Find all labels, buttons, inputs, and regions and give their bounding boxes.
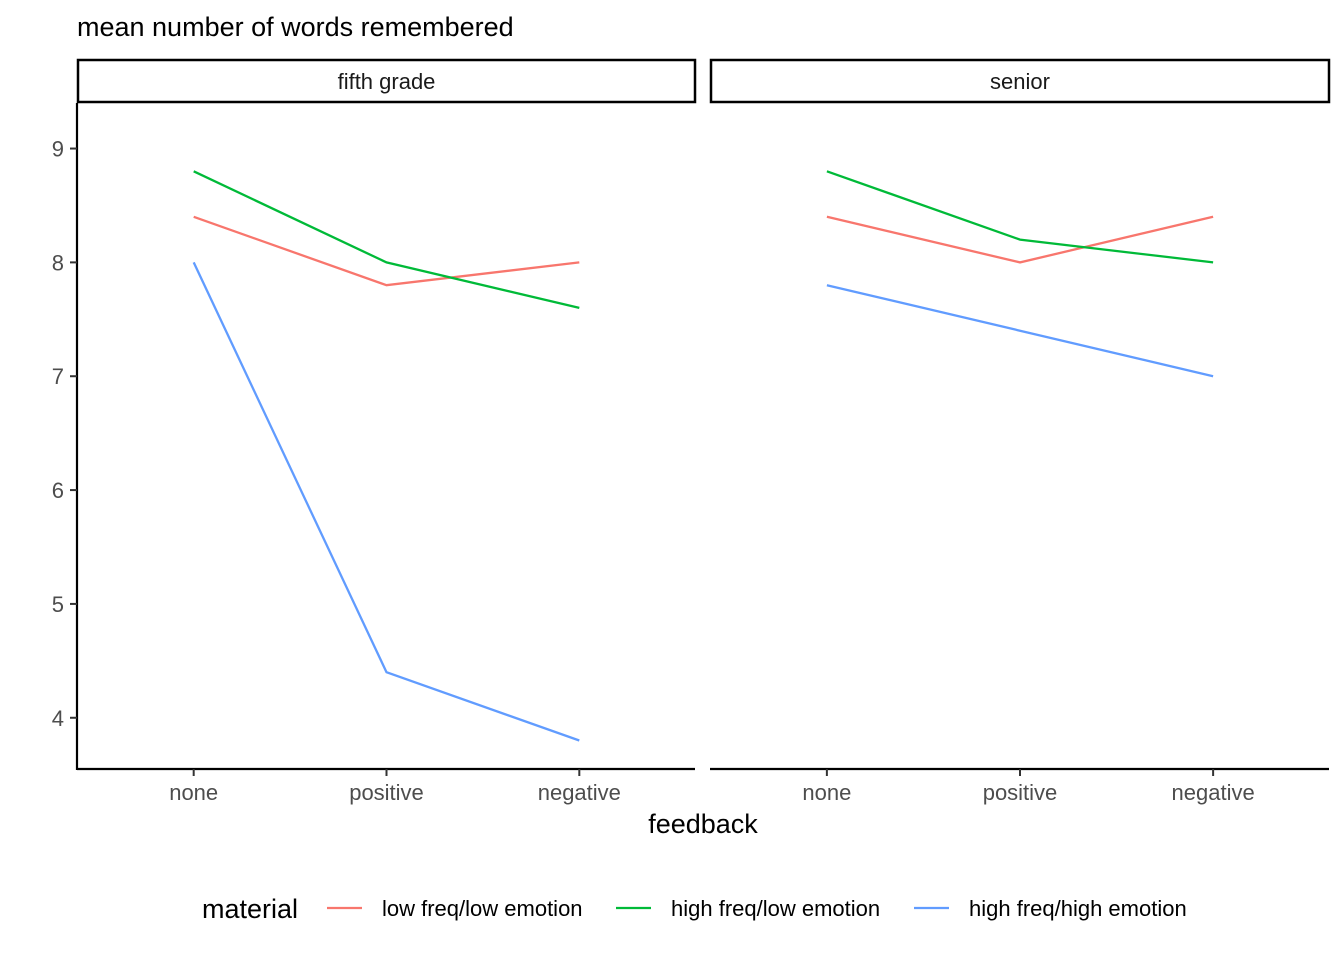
y-tick-label: 8	[52, 250, 64, 275]
panel-0: fifth grade none positive negative	[76, 58, 697, 805]
legend-item: high freq/low emotion	[616, 896, 880, 921]
y-tick-label: 7	[52, 364, 64, 389]
x-tick-label: positive	[983, 780, 1058, 805]
x-tick-label: none	[169, 780, 218, 805]
series-line	[826, 284, 1214, 378]
x-tick-label: negative	[1172, 780, 1255, 805]
legend-item: low freq/low emotion	[327, 896, 583, 921]
y-tick-label: 6	[52, 478, 64, 503]
legend-item: high freq/high emotion	[914, 896, 1187, 921]
legend-label: low freq/low emotion	[382, 896, 583, 921]
x-axis-title: feedback	[648, 809, 758, 839]
strip-box	[709, 58, 1331, 104]
strip-label: senior	[990, 69, 1050, 94]
x-tick-label: none	[802, 780, 851, 805]
legend-label: high freq/high emotion	[969, 896, 1187, 921]
series-line	[193, 215, 580, 287]
y-tick-label: 9	[52, 137, 64, 162]
y-tick-label: 5	[52, 592, 64, 617]
series-line	[826, 170, 1214, 264]
strip-label: fifth grade	[338, 69, 436, 94]
series-line	[193, 170, 580, 310]
series-line	[826, 215, 1214, 264]
legend-title: material	[202, 894, 298, 924]
panel-1: senior none positive negative	[709, 58, 1331, 805]
x-tick-label: negative	[538, 780, 621, 805]
legend: material low freq/low emotion high freq/lo…	[202, 894, 1187, 924]
strip-box	[76, 58, 697, 104]
x-tick-label: positive	[349, 780, 424, 805]
y-tick-label: 4	[52, 706, 64, 731]
series-line	[192, 261, 580, 742]
facet-panels: fifth grade none positive negative senior non…	[76, 58, 1331, 805]
chart-title: mean number of words remembered	[77, 12, 514, 42]
y-axis: 4 5 6 7 8 9	[52, 103, 79, 770]
legend-label: high freq/low emotion	[671, 896, 880, 921]
